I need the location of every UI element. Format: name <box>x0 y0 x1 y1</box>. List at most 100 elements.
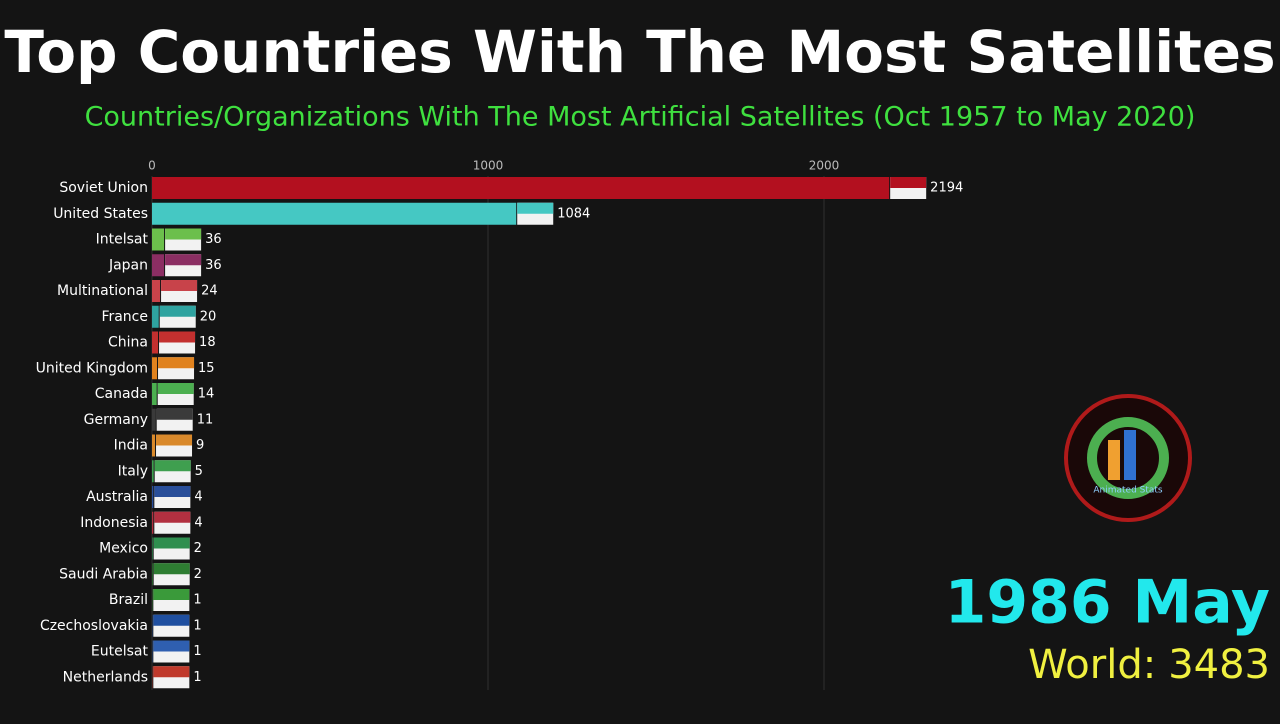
logo-bar <box>1124 430 1136 480</box>
category-label: India <box>114 438 148 454</box>
value-label: 14 <box>198 387 215 402</box>
bar <box>152 512 153 534</box>
total-value: 3483 <box>1168 642 1270 688</box>
value-label: 2 <box>194 541 202 556</box>
flag <box>154 563 190 585</box>
value-label: 11 <box>197 412 214 427</box>
category-label: Brazil <box>109 592 148 608</box>
category-label: Australia <box>86 489 148 505</box>
bar <box>152 409 156 431</box>
flag-stripe <box>153 641 189 652</box>
value-label: 1 <box>193 593 201 608</box>
category-label: Mexico <box>99 541 148 557</box>
logo-bar <box>1108 440 1120 480</box>
value-label: 9 <box>196 438 204 453</box>
value-label: 1 <box>193 644 201 659</box>
value-label: 36 <box>205 232 222 247</box>
flag <box>153 641 189 663</box>
flag <box>153 615 189 637</box>
bar <box>152 280 160 302</box>
flag <box>158 357 194 379</box>
chart-subtitle: Countries/Organizations With The Most Ar… <box>85 102 1196 133</box>
flag <box>153 666 189 688</box>
category-label: Eutelsat <box>91 644 149 660</box>
value-label: 20 <box>200 309 217 324</box>
bar <box>152 460 154 482</box>
bar <box>152 435 155 457</box>
flag-stripe <box>161 280 197 291</box>
flag <box>161 280 197 302</box>
value-label: 4 <box>194 515 202 530</box>
value-label: 36 <box>205 258 222 273</box>
category-label: Netherlands <box>63 669 148 685</box>
logo-text: Animated Stats <box>1093 486 1163 496</box>
flag <box>158 383 194 405</box>
flag-stripe <box>153 615 189 626</box>
flag-stripe <box>154 563 190 574</box>
flag <box>156 435 192 457</box>
flag-stripe <box>153 589 189 600</box>
x-tick-label: 0 <box>148 159 156 173</box>
flag <box>165 229 201 251</box>
category-label: Intelsat <box>96 232 149 248</box>
flag-stripe <box>158 383 194 394</box>
flag-stripe <box>154 538 190 549</box>
flag <box>890 177 926 199</box>
flag <box>153 589 189 611</box>
flag <box>517 203 553 225</box>
flag <box>154 538 190 560</box>
total-name: World: <box>1028 642 1156 688</box>
category-label: France <box>101 309 148 325</box>
value-label: 5 <box>195 464 203 479</box>
category-label: Germany <box>84 412 148 428</box>
category-label: Saudi Arabia <box>59 566 148 582</box>
chart-title: Top Countries With The Most Satellites <box>4 18 1275 86</box>
flag <box>154 486 190 508</box>
category-label: Multinational <box>57 283 148 299</box>
flag <box>157 409 193 431</box>
flag-stripe <box>890 177 926 188</box>
value-label: 15 <box>198 361 215 376</box>
bar <box>152 254 164 276</box>
bar <box>152 357 157 379</box>
category-label: Indonesia <box>80 515 148 531</box>
flag <box>159 332 195 354</box>
flag-stripe <box>153 666 189 677</box>
flag-stripe <box>159 332 195 343</box>
bar <box>152 538 153 560</box>
category-label: China <box>108 335 148 351</box>
flag-stripe <box>165 229 201 240</box>
bar <box>152 203 516 225</box>
bar <box>152 563 153 585</box>
bar <box>152 486 153 508</box>
category-label: United States <box>53 206 148 222</box>
flag <box>154 512 190 534</box>
flag-stripe <box>154 486 190 497</box>
bar <box>152 383 157 405</box>
flag <box>155 460 191 482</box>
flag-stripe <box>157 409 193 420</box>
bar <box>152 177 889 199</box>
flag-stripe <box>165 254 201 265</box>
flag <box>160 306 196 328</box>
flag-stripe <box>155 460 191 471</box>
value-label: 2 <box>194 567 202 582</box>
value-label: 1 <box>193 670 201 685</box>
flag-stripe <box>158 357 194 368</box>
category-label: Italy <box>118 463 148 479</box>
category-label: Canada <box>95 386 148 402</box>
bar <box>152 306 159 328</box>
value-label: 18 <box>199 335 216 350</box>
flag-stripe <box>517 203 553 214</box>
logo: Animated Stats <box>1066 396 1190 520</box>
value-label: 1084 <box>557 206 590 221</box>
category-label: United Kingdom <box>36 360 148 376</box>
flag <box>165 254 201 276</box>
bar <box>152 332 158 354</box>
date-label: 1986 May <box>945 568 1270 638</box>
bar <box>152 229 164 251</box>
category-label: Japan <box>108 257 148 273</box>
x-tick-label: 2000 <box>809 159 840 173</box>
value-label: 4 <box>194 490 202 505</box>
flag-stripe <box>154 512 190 523</box>
